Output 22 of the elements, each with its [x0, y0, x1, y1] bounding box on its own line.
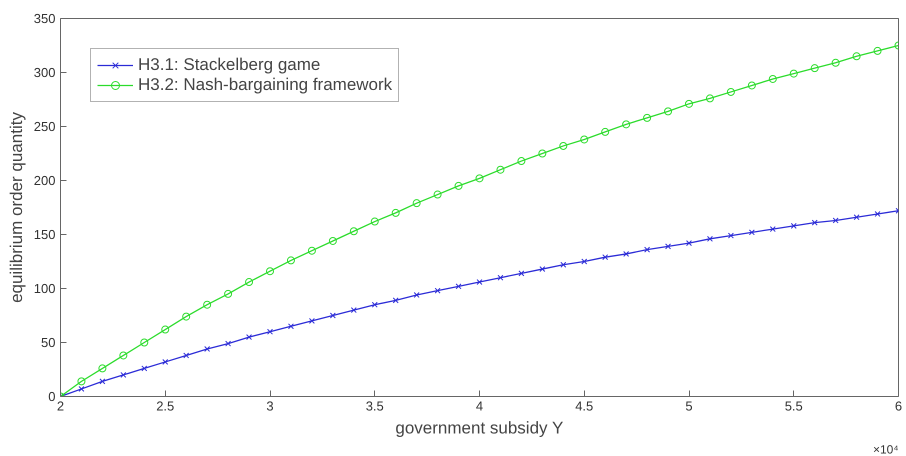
x-tick-label: 6: [894, 398, 902, 414]
y-tick-label: 100: [34, 281, 56, 296]
legend-label: H3.1: Stackelberg game: [138, 55, 320, 75]
y-axis-title: equilibrium order quantity: [6, 112, 26, 303]
x-tick-label: 5.5: [784, 398, 803, 414]
x-tick-label: 3: [266, 398, 274, 414]
y-tick-label: 0: [48, 389, 56, 404]
y-tick-label: 150: [34, 227, 56, 242]
y-tick-label: 200: [34, 173, 56, 188]
x-tick-label: 2: [56, 398, 64, 414]
x-axis-title: government subsidy Y: [395, 418, 564, 438]
legend-label: H3.2: Nash-bargaining framework: [138, 75, 392, 95]
y-tick-label: 50: [41, 335, 56, 350]
y-tick-label: 250: [34, 119, 56, 134]
x-tick-label: 4.5: [575, 398, 594, 414]
x-tick-label: 4: [476, 398, 484, 414]
y-tick-label: 300: [34, 65, 56, 80]
y-tick-label: 350: [34, 11, 56, 26]
x-tick-label: 5: [685, 398, 693, 414]
text: ×10⁴: [872, 442, 899, 456]
x-tick-label: 3.5: [366, 398, 384, 414]
x-tick-label: 2.5: [156, 398, 174, 414]
